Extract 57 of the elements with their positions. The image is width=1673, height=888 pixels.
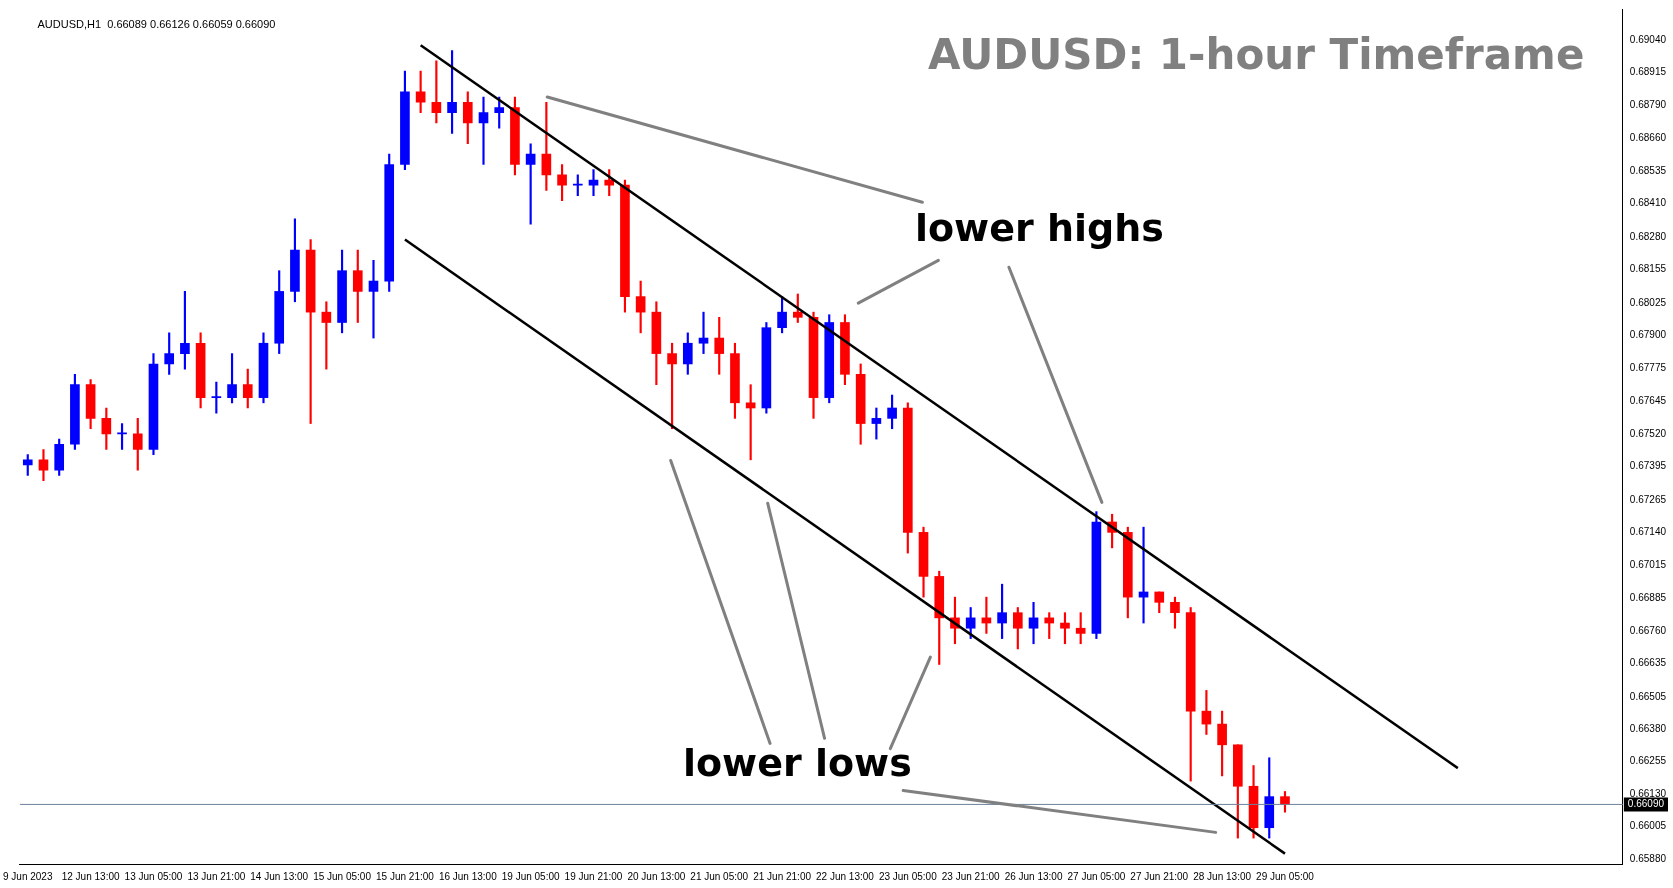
x-tick-label: 26 Jun 13:00 bbox=[1004, 870, 1063, 882]
x-tick-label: 27 Jun 21:00 bbox=[1130, 870, 1189, 882]
x-tick-label: 21 Jun 05:00 bbox=[690, 870, 749, 882]
y-tick-label: 0.68155 bbox=[1629, 263, 1667, 275]
candlestick bbox=[368, 259, 379, 339]
y-tick-label: 0.67900 bbox=[1629, 329, 1667, 341]
x-tick-label: 29 Jun 05:00 bbox=[1256, 870, 1315, 882]
x-tick-label: 21 Jun 21:00 bbox=[753, 870, 812, 882]
y-tick-label: 0.66380 bbox=[1629, 723, 1667, 735]
candlestick bbox=[588, 169, 599, 196]
y-tick-label: 0.65880 bbox=[1629, 852, 1667, 864]
y-tick-label: 0.68790 bbox=[1629, 98, 1667, 110]
candlestick bbox=[478, 96, 489, 165]
y-tick-label: 0.67520 bbox=[1629, 427, 1667, 439]
y-tick-label: 0.66505 bbox=[1629, 690, 1667, 702]
y-tick-label: 0.69040 bbox=[1629, 33, 1667, 45]
x-tick-label: 13 Jun 21:00 bbox=[187, 870, 246, 882]
x-tick-label: 20 Jun 13:00 bbox=[627, 870, 686, 882]
candlestick bbox=[698, 311, 709, 354]
x-tick-label: 15 Jun 05:00 bbox=[313, 870, 372, 882]
x-tick-label: 22 Jun 13:00 bbox=[816, 870, 875, 882]
text: AUDUSD: 1-hour Timeframe bbox=[928, 30, 1585, 80]
x-tick-label: 23 Jun 21:00 bbox=[941, 870, 1001, 882]
y-tick-label: 0.68915 bbox=[1629, 66, 1667, 78]
y-tick-label: 0.67265 bbox=[1629, 493, 1667, 505]
x-tick-label: 27 Jun 05:00 bbox=[1067, 870, 1126, 882]
y-tick-label: 0.66130 bbox=[1629, 787, 1667, 799]
y-tick-label: 0.67015 bbox=[1629, 558, 1667, 570]
y-tick-label: 0.66005 bbox=[1629, 820, 1667, 832]
x-tick-label: 14 Jun 13:00 bbox=[250, 870, 309, 882]
x-tick-label: 19 Jun 21:00 bbox=[564, 870, 623, 882]
annotation: AUDUSD,H1 0.66089 0.66126 0.66059 0.66090 bbox=[37, 17, 276, 30]
x-tick-label: 15 Jun 21:00 bbox=[376, 870, 435, 882]
y-tick-label: 0.67140 bbox=[1629, 526, 1667, 538]
x-tick-label: 28 Jun 13:00 bbox=[1193, 870, 1252, 882]
y-tick-label: 0.68535 bbox=[1629, 164, 1667, 176]
y-tick-label: 0.66885 bbox=[1629, 592, 1667, 604]
x-tick-label: 16 Jun 13:00 bbox=[438, 870, 498, 882]
y-tick-label: 0.66760 bbox=[1629, 624, 1667, 636]
x-tick-label: 13 Jun 05:00 bbox=[124, 870, 183, 882]
ref-line-label: 0.66090 bbox=[1627, 798, 1665, 810]
candlestick bbox=[1028, 601, 1039, 645]
y-tick-label: 0.68410 bbox=[1629, 197, 1667, 209]
y-tick-label: 0.66635 bbox=[1629, 656, 1667, 668]
y-tick-label: 0.68660 bbox=[1629, 132, 1667, 144]
y-tick-label: 0.67645 bbox=[1629, 395, 1667, 407]
y-tick-label: 0.68280 bbox=[1629, 230, 1667, 242]
y-tick-label: 0.67775 bbox=[1629, 361, 1667, 373]
x-tick-label: 12 Jun 13:00 bbox=[61, 870, 120, 882]
x-tick-label: 9 Jun 2023 bbox=[3, 870, 53, 882]
y-tick-label: 0.67395 bbox=[1629, 460, 1667, 472]
y-tick-label: 0.68025 bbox=[1629, 296, 1667, 308]
y-tick-label: 0.66255 bbox=[1629, 755, 1667, 767]
annotation: lower lows bbox=[682, 741, 912, 786]
x-tick-label: 19 Jun 05:00 bbox=[501, 870, 560, 882]
annotation: lower highs bbox=[914, 206, 1164, 251]
x-tick-label: 23 Jun 05:00 bbox=[878, 870, 938, 882]
